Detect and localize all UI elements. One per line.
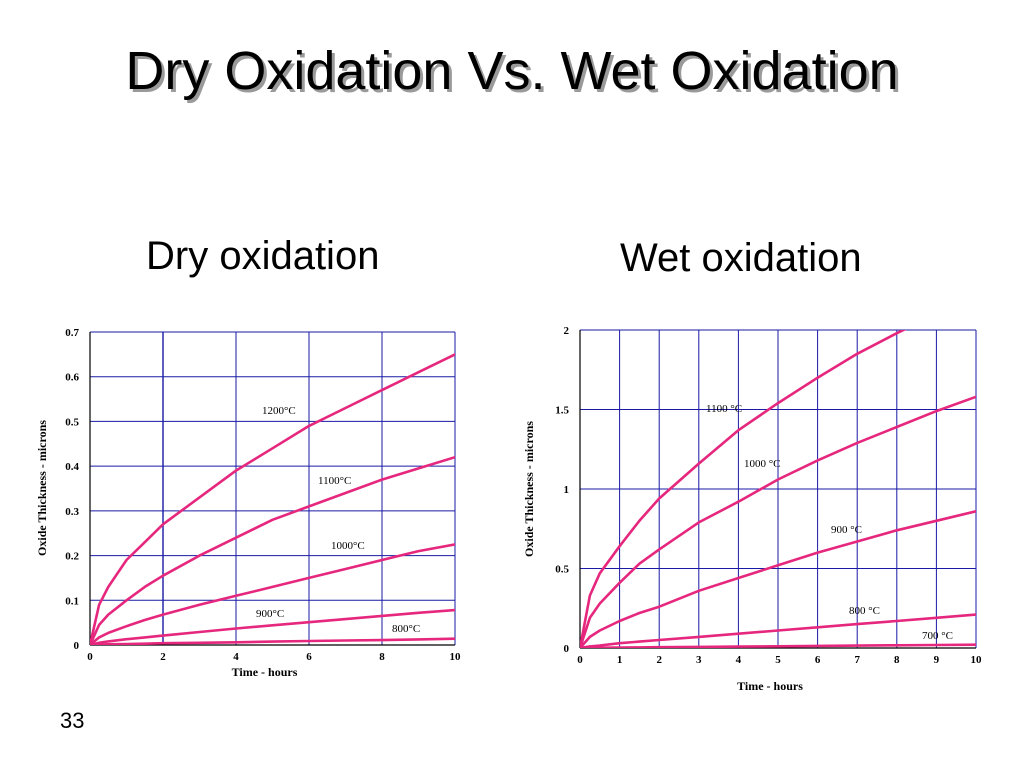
- dry-series-label-2: 1000°C: [331, 540, 365, 552]
- dry-oxidation-subtitle: Dry oxidation: [146, 234, 380, 278]
- dry-y-tick-label: 0.5: [65, 416, 79, 428]
- wet-series-line-1: [580, 395, 976, 648]
- slide-number: 33: [60, 708, 85, 733]
- wet-series-label-3: 800 °C: [849, 605, 880, 617]
- wet-y-tick-label: 1: [564, 484, 570, 496]
- wet-y-tick-label: 1.5: [555, 405, 569, 417]
- wet-series-label-0: 1100 °C: [706, 403, 742, 415]
- dry-y-axis-label: Oxide Thickness - microns: [35, 420, 49, 556]
- wet-y-tick-label: 2: [564, 325, 570, 337]
- wet-x-tick-label: 5: [775, 654, 781, 666]
- wet-x-tick-label: 6: [815, 654, 821, 666]
- wet-series-line-4: [580, 643, 976, 648]
- wet-x-tick-label: 8: [894, 654, 900, 666]
- wet-series-label-4: 700 °C: [922, 630, 953, 642]
- wet-x-axis-label: Time - hours: [737, 679, 803, 693]
- dry-x-tick-label: 6: [306, 651, 312, 663]
- dry-x-tick-label: 0: [87, 651, 93, 663]
- dry-y-tick-label: 0.2: [65, 551, 79, 563]
- wet-y-axis-label: Oxide Thickness - microns: [522, 421, 536, 557]
- dry-series-label-3: 900°C: [256, 608, 284, 620]
- wet-series-label-1: 1000 °C: [744, 458, 781, 470]
- dry-series-label-1: 1100°C: [318, 475, 351, 487]
- wet-x-tick-label: 4: [736, 654, 742, 666]
- slide-title: Dry Oxidation Vs. Wet Oxidation: [125, 41, 899, 101]
- dry-x-tick-label: 2: [160, 651, 166, 663]
- wet-x-tick-label: 0: [577, 654, 583, 666]
- wet-x-tick-label: 3: [696, 654, 702, 666]
- dry-series-line-4: [90, 637, 455, 645]
- dry-series-line-2: [90, 543, 455, 645]
- dry-y-tick-label: 0.7: [65, 327, 79, 339]
- wet-x-tick-label: 7: [854, 654, 860, 666]
- dry-x-tick-label: 8: [379, 651, 385, 663]
- dry-x-tick-label: 10: [450, 651, 462, 663]
- dry-y-tick-label: 0: [74, 640, 80, 652]
- wet-oxidation-subtitle: Wet oxidation: [620, 236, 862, 280]
- dry-series-label-0: 1200°C: [262, 405, 296, 417]
- wet-series-label-2: 900 °C: [831, 524, 862, 536]
- dry-series-line-0: [90, 353, 455, 645]
- dry-x-axis-label: Time - hours: [232, 665, 298, 679]
- dry-y-tick-label: 0.4: [65, 461, 79, 473]
- wet-series-line-2: [580, 509, 976, 648]
- dry-y-tick-label: 0.6: [65, 372, 79, 384]
- wet-x-tick-label: 9: [934, 654, 940, 666]
- dry-y-tick-label: 0.3: [65, 506, 79, 518]
- wet-x-tick-label: 2: [656, 654, 662, 666]
- dry-series-line-1: [90, 455, 455, 645]
- dry-series-label-4: 800°C: [392, 623, 420, 635]
- dry-series-line-3: [90, 608, 455, 645]
- dry-y-tick-label: 0.1: [65, 595, 79, 607]
- wet-x-tick-label: 1: [617, 654, 623, 666]
- dry-x-tick-label: 4: [233, 651, 239, 663]
- wet-series-line-3: [580, 613, 976, 648]
- wet-series-line-0: [580, 330, 907, 648]
- wet-x-tick-label: 10: [971, 654, 983, 666]
- wet-y-tick-label: 0: [564, 643, 570, 655]
- wet-y-tick-label: 0.5: [555, 564, 569, 576]
